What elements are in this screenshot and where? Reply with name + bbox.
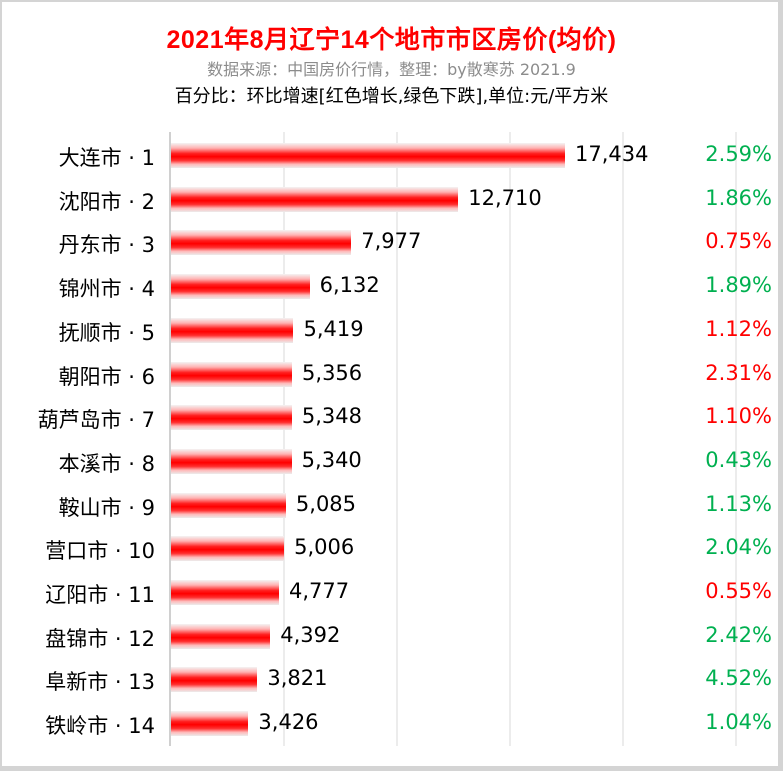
value-label: 12,710 <box>468 185 542 210</box>
value-label: 5,085 <box>295 491 357 516</box>
category-label: 阜新市 · 13 <box>45 670 155 695</box>
bar <box>171 230 352 256</box>
bar <box>171 274 310 300</box>
category-label: 沈阳市 · 2 <box>58 189 155 214</box>
bar <box>171 536 285 562</box>
change-percent: 2.59% <box>705 142 772 166</box>
value-label: 17,434 <box>575 142 649 166</box>
change-percent: 1.04% <box>705 710 772 735</box>
category-label: 锦州市 · 4 <box>58 277 155 302</box>
value-label: 5,419 <box>303 316 364 341</box>
gridline <box>622 132 624 746</box>
gridline <box>283 132 285 746</box>
chart-row: 鞍山市 · 9 5,085 1.13% <box>0 483 783 527</box>
bar <box>171 492 286 518</box>
change-percent: 2.42% <box>705 622 772 647</box>
chart-row: 辽阳市 · 11 4,777 0.55% <box>0 570 783 614</box>
chart-row: 抚顺市 · 5 5,419 1.12% <box>0 308 783 352</box>
category-label: 大连市 · 1 <box>58 146 155 170</box>
chart-row: 阜新市 · 13 3,821 4.52% <box>0 657 783 701</box>
change-percent: 0.43% <box>705 447 772 472</box>
change-percent: 1.89% <box>705 273 772 298</box>
chart-note: 百分比：环比增速[红色增长,绿色下跌],单位:元/平方米 <box>174 86 609 107</box>
category-label: 铁岭市 · 14 <box>45 714 155 739</box>
chart-row: 丹东市 · 3 7,977 0.75% <box>0 220 783 264</box>
chart-row: 大连市 · 1 17,434 2.59% <box>0 133 783 177</box>
plot-area: 大连市 · 1 17,434 2.59% 沈阳市 · 2 12,710 1.86% 丹东市 … <box>0 132 783 746</box>
bar <box>171 448 292 474</box>
category-label: 丹东市 · 3 <box>58 233 155 258</box>
value-label: 3,821 <box>267 666 328 691</box>
value-label: 5,348 <box>301 404 362 429</box>
category-label: 辽阳市 · 11 <box>45 583 155 607</box>
chart-row: 铁岭市 · 14 3,426 1.04% <box>0 701 783 745</box>
category-label: 营口市 · 10 <box>45 539 155 564</box>
bar <box>171 186 459 212</box>
value-label: 4,392 <box>280 622 341 647</box>
change-percent: 1.12% <box>705 316 772 341</box>
y-axis-line <box>169 132 171 746</box>
change-percent: 2.31% <box>705 360 772 385</box>
chart-title: 2021年8月辽宁14个地市市区房价(均价) <box>166 26 617 54</box>
chart-row: 营口市 · 10 5,006 2.04% <box>0 526 783 570</box>
gridline <box>396 132 398 746</box>
bar <box>171 623 271 649</box>
bar <box>171 143 565 168</box>
change-percent: 1.10% <box>705 404 772 429</box>
bar <box>171 361 293 387</box>
value-label: 3,426 <box>258 710 319 735</box>
value-label: 6,132 <box>319 273 380 298</box>
change-percent: 2.04% <box>705 535 772 560</box>
chart-row: 朝阳市 · 6 5,356 2.31% <box>0 352 783 396</box>
bar <box>171 317 294 343</box>
category-label: 本溪市 · 8 <box>58 451 155 476</box>
value-label: 4,777 <box>288 579 350 603</box>
chart-row: 沈阳市 · 2 12,710 1.86% <box>0 177 783 221</box>
change-percent: 0.55% <box>705 579 772 603</box>
change-percent: 0.75% <box>705 229 772 254</box>
category-label: 抚顺市 · 5 <box>58 320 155 345</box>
bar <box>171 667 258 693</box>
chart-row: 葫芦岛市 · 7 5,348 1.10% <box>0 395 783 439</box>
value-label: 7,977 <box>361 229 422 254</box>
chart-subtitle: 数据来源：中国房价行情，整理：by散寒苏 2021.9 <box>207 60 576 79</box>
change-percent: 4.52% <box>705 666 772 691</box>
category-label: 朝阳市 · 6 <box>58 364 155 389</box>
gridline <box>735 132 737 746</box>
category-label: 鞍山市 · 9 <box>58 495 155 520</box>
category-label: 葫芦岛市 · 7 <box>37 408 155 433</box>
chart-row: 锦州市 · 4 6,132 1.89% <box>0 264 783 308</box>
change-percent: 1.86% <box>705 185 772 210</box>
bar <box>171 405 292 431</box>
bar <box>171 711 249 737</box>
chart-row: 本溪市 · 8 5,340 0.43% <box>0 439 783 483</box>
change-percent: 1.13% <box>705 491 772 516</box>
value-label: 5,356 <box>302 360 363 385</box>
bar <box>171 580 279 605</box>
chart-row: 盘锦市 · 12 4,392 2.42% <box>0 614 783 658</box>
value-label: 5,006 <box>294 535 355 560</box>
category-label: 盘锦市 · 12 <box>45 626 155 651</box>
gridline <box>509 132 511 746</box>
value-label: 5,340 <box>301 447 362 472</box>
